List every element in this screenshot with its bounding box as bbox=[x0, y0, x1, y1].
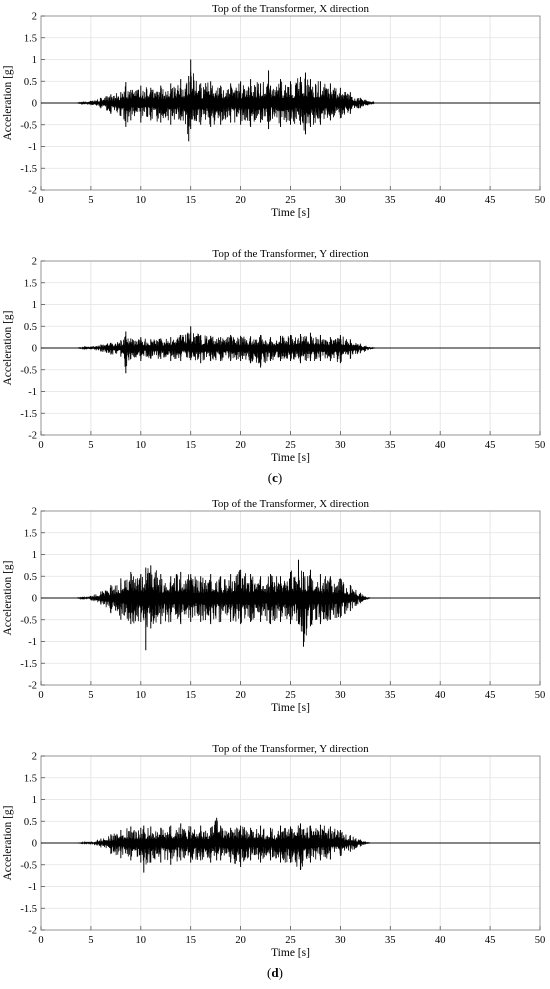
x-tick-label: 15 bbox=[185, 935, 196, 946]
x-tick-label: 45 bbox=[485, 935, 496, 946]
x-tick-label: 50 bbox=[535, 440, 546, 451]
x-tick-label: 25 bbox=[285, 440, 296, 451]
y-tick-label: 1 bbox=[32, 550, 37, 561]
y-axis-label: Acceleration [g] bbox=[2, 560, 14, 635]
y-tick-label: -2 bbox=[28, 926, 37, 937]
x-tick-label: 5 bbox=[88, 195, 93, 206]
chart-title: Top of the Transformer, Y direction bbox=[212, 248, 369, 260]
y-tick-label: -0.5 bbox=[20, 120, 37, 131]
x-tick-label: 20 bbox=[235, 690, 246, 701]
y-tick-label: 0.5 bbox=[24, 322, 37, 333]
y-tick-label: 0.5 bbox=[24, 77, 37, 88]
x-tick-label: 0 bbox=[38, 440, 43, 451]
x-tick-label: 20 bbox=[235, 195, 246, 206]
x-tick-label: 10 bbox=[136, 440, 147, 451]
x-tick-label: 50 bbox=[535, 935, 546, 946]
chart-1: 0 5 10 15 20 25 30 35 40 45 50 -2 -1.5 -1 -0.5 0 0.5 1 1.5… bbox=[2, 3, 545, 219]
x-tick-label: 50 bbox=[535, 690, 546, 701]
y-axis-label: Acceleration [g] bbox=[2, 310, 14, 385]
y-tick-label: 1 bbox=[32, 55, 37, 66]
x-tick-label: 25 bbox=[285, 935, 296, 946]
x-tick-label: 35 bbox=[385, 935, 396, 946]
x-tick-label: 15 bbox=[185, 690, 196, 701]
y-tick-label: -2 bbox=[28, 681, 37, 692]
x-tick-label: 30 bbox=[335, 440, 346, 451]
y-tick-label: 1.5 bbox=[24, 278, 37, 289]
x-tick-label: 20 bbox=[235, 935, 246, 946]
x-tick-label: 5 bbox=[88, 690, 93, 701]
y-tick-label: 2 bbox=[32, 752, 37, 763]
chart-2: 0 5 10 15 20 25 30 35 40 45 50 -2 -1.5 -1 -0.5 0 0.5 1 1.5… bbox=[2, 248, 545, 464]
y-tick-label: 1.5 bbox=[24, 773, 37, 784]
chart-title: Top of the Transformer, Y direction bbox=[212, 743, 369, 755]
y-tick-label: -1 bbox=[28, 882, 37, 893]
x-tick-label: 0 bbox=[38, 690, 43, 701]
y-tick-label: 0 bbox=[32, 99, 37, 110]
y-tick-label: 2 bbox=[32, 12, 37, 23]
y-tick-label: -1 bbox=[28, 142, 37, 153]
x-tick-label: 25 bbox=[285, 195, 296, 206]
y-tick-label: -1.5 bbox=[20, 409, 37, 420]
x-tick-label: 0 bbox=[38, 195, 43, 206]
x-tick-label: 45 bbox=[485, 690, 496, 701]
y-tick-label: -1 bbox=[28, 387, 37, 398]
x-tick-label: 25 bbox=[285, 690, 296, 701]
x-axis-label: Time [s] bbox=[271, 947, 310, 959]
panel-label: (c) bbox=[268, 470, 282, 485]
x-tick-label: 30 bbox=[335, 195, 346, 206]
x-tick-label: 45 bbox=[485, 440, 496, 451]
x-tick-label: 0 bbox=[38, 935, 43, 946]
y-axis-label: Acceleration [g] bbox=[2, 65, 14, 140]
x-tick-label: 5 bbox=[88, 440, 93, 451]
x-axis-label: Time [s] bbox=[271, 207, 310, 219]
chart-4: 0 5 10 15 20 25 30 35 40 45 50 -2 -1.5 -1 -0.5 0 0.5 1 1.5… bbox=[2, 743, 545, 959]
x-tick-label: 10 bbox=[136, 935, 147, 946]
x-tick-label: 15 bbox=[185, 440, 196, 451]
panel-label: (d) bbox=[267, 965, 283, 980]
y-tick-label: 0.5 bbox=[24, 572, 37, 583]
y-tick-label: -0.5 bbox=[20, 860, 37, 871]
x-tick-label: 40 bbox=[435, 195, 446, 206]
y-tick-label: -0.5 bbox=[20, 615, 37, 626]
y-tick-label: -0.5 bbox=[20, 365, 37, 376]
x-tick-label: 35 bbox=[385, 195, 396, 206]
x-tick-label: 15 bbox=[185, 195, 196, 206]
y-tick-label: -1 bbox=[28, 637, 37, 648]
x-tick-label: 35 bbox=[385, 440, 396, 451]
y-tick-label: -2 bbox=[28, 431, 37, 442]
chart-3: 0 5 10 15 20 25 30 35 40 45 50 -2 -1.5 -1 -0.5 0 0.5 1 1.5… bbox=[2, 498, 545, 714]
y-tick-label: 2 bbox=[32, 257, 37, 268]
x-axis-label: Time [s] bbox=[271, 452, 310, 464]
y-tick-label: 1.5 bbox=[24, 33, 37, 44]
x-tick-label: 35 bbox=[385, 690, 396, 701]
y-tick-label: -1.5 bbox=[20, 164, 37, 175]
y-tick-label: -1.5 bbox=[20, 904, 37, 915]
chart-title: Top of the Transformer, X direction bbox=[212, 3, 370, 15]
y-tick-label: 0 bbox=[32, 594, 37, 605]
x-tick-label: 10 bbox=[136, 195, 147, 206]
x-tick-label: 40 bbox=[435, 935, 446, 946]
chart-title: Top of the Transformer, X direction bbox=[212, 498, 370, 510]
x-tick-label: 20 bbox=[235, 440, 246, 451]
y-axis-label: Acceleration [g] bbox=[2, 805, 14, 880]
x-tick-label: 5 bbox=[88, 935, 93, 946]
y-tick-label: 1 bbox=[32, 300, 37, 311]
x-tick-label: 45 bbox=[485, 195, 496, 206]
y-tick-label: -2 bbox=[28, 186, 37, 197]
y-tick-label: 1 bbox=[32, 795, 37, 806]
x-tick-label: 40 bbox=[435, 690, 446, 701]
x-tick-label: 40 bbox=[435, 440, 446, 451]
y-tick-label: -1.5 bbox=[20, 659, 37, 670]
x-tick-label: 50 bbox=[535, 195, 546, 206]
y-tick-label: 1.5 bbox=[24, 528, 37, 539]
y-tick-label: 0 bbox=[32, 344, 37, 355]
x-tick-label: 10 bbox=[136, 690, 147, 701]
y-tick-label: 0.5 bbox=[24, 817, 37, 828]
x-tick-label: 30 bbox=[335, 690, 346, 701]
x-axis-label: Time [s] bbox=[271, 702, 310, 714]
y-tick-label: 0 bbox=[32, 839, 37, 850]
y-tick-label: 2 bbox=[32, 507, 37, 518]
x-tick-label: 30 bbox=[335, 935, 346, 946]
